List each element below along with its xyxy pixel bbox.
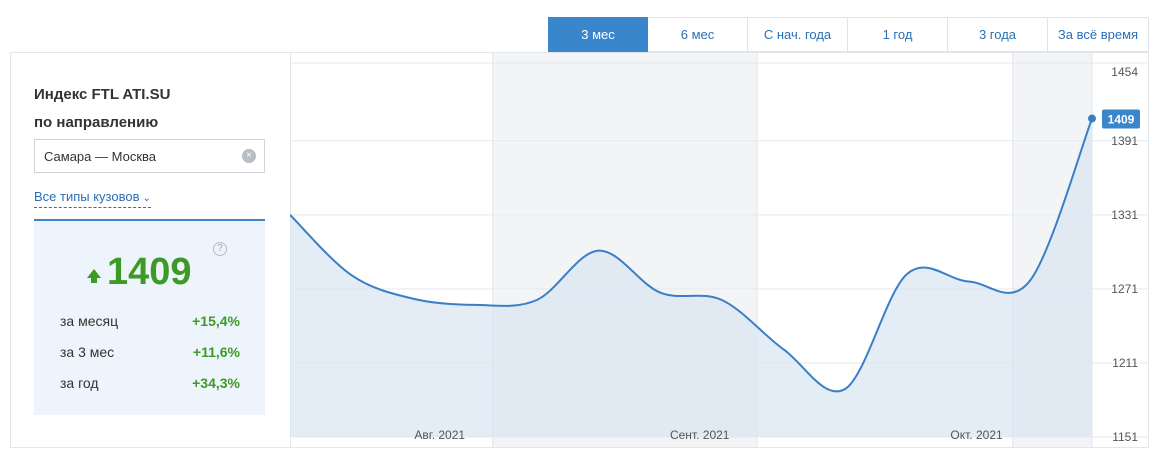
stat-row-year: за год +34,3% <box>60 375 240 391</box>
index-chart-svg: 1454 1391 1331 1271 1211 1151 Авг. 2021 Сент. 2… <box>289 53 1148 447</box>
stat-row-3-months: за 3 мес +11,6% <box>60 344 240 360</box>
index-value: 1409 <box>87 251 192 294</box>
index-title-line1: Индекс FTL ATI.SU <box>34 86 171 103</box>
chevron-down-icon: ⌄ <box>142 193 151 204</box>
stat-label: за год <box>60 375 99 391</box>
index-value-text: 1409 <box>107 251 192 293</box>
tab-3-months[interactable]: 3 мес <box>548 17 648 52</box>
chart-x-tick-label: Авг. 2021 <box>414 428 465 442</box>
route-value: Самара — Москва <box>44 148 156 164</box>
chart-y-tick-label: 1151 <box>1112 430 1138 444</box>
tab-1-year[interactable]: 1 год <box>848 17 948 52</box>
clear-icon[interactable]: × <box>242 149 256 163</box>
tab-6-months[interactable]: 6 мес <box>648 17 748 52</box>
chart-x-tick-label: Сент. 2021 <box>670 428 730 442</box>
index-sidebar: Индекс FTL ATI.SU по направлению Самара … <box>11 53 291 447</box>
index-chart: 1454 1391 1331 1271 1211 1151 Авг. 2021 Сент. 2… <box>289 53 1148 447</box>
stat-label: за месяц <box>60 313 119 329</box>
chart-y-tick-label: 1331 <box>1111 208 1138 222</box>
index-title-line2: по направлению <box>34 114 159 131</box>
body-types-dropdown[interactable]: Все типы кузовов ⌄ <box>34 189 151 208</box>
tab-year-to-date[interactable]: С нач. года <box>748 17 848 52</box>
index-stats-box: ? 1409 за месяц +15,4% за 3 мес +11,6% з… <box>34 219 265 415</box>
stat-value: +34,3% <box>192 375 240 391</box>
chart-y-tick-label: 1211 <box>1112 356 1138 370</box>
chart-y-tick-label: 1271 <box>1111 282 1138 296</box>
index-panel: Индекс FTL ATI.SU по направлению Самара … <box>10 52 1149 448</box>
arrow-up-icon <box>87 269 101 283</box>
tab-3-years[interactable]: 3 года <box>948 17 1048 52</box>
stat-value: +11,6% <box>192 344 240 360</box>
index-title: Индекс FTL ATI.SU по направлению <box>34 81 170 137</box>
chart-data-point <box>1088 114 1096 123</box>
route-input[interactable]: Самара — Москва × <box>34 139 265 173</box>
body-types-label: Все типы кузовов <box>34 189 140 204</box>
help-icon[interactable]: ? <box>213 242 227 256</box>
period-tabs: 3 мес 6 мес С нач. года 1 год 3 года За … <box>548 17 1149 52</box>
stat-value: +15,4% <box>192 313 240 329</box>
tab-all-time[interactable]: За всё время <box>1048 17 1149 52</box>
chart-area-fill <box>290 118 1092 437</box>
last-value-label: 1409 <box>1108 113 1135 127</box>
chart-y-tick-label: 1454 <box>1111 65 1138 79</box>
chart-x-tick-label: Окт. 2021 <box>950 428 1003 442</box>
chart-y-tick-label: 1391 <box>1111 134 1138 148</box>
chart-series-line <box>289 118 1093 393</box>
last-value-badge <box>1102 109 1140 129</box>
stat-row-month: за месяц +15,4% <box>60 313 240 329</box>
stat-label: за 3 мес <box>60 344 115 360</box>
